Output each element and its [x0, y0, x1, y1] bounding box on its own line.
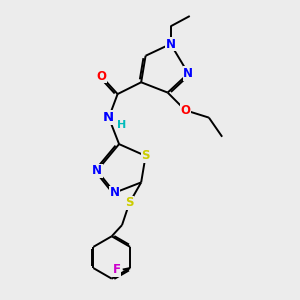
Text: O: O [96, 70, 106, 83]
Text: N: N [166, 38, 176, 50]
Text: N: N [92, 164, 102, 177]
Text: F: F [113, 263, 121, 276]
Text: S: S [141, 149, 150, 162]
Text: H: H [117, 120, 127, 130]
Text: N: N [110, 186, 120, 199]
Text: O: O [180, 104, 190, 117]
Text: N: N [103, 111, 114, 124]
Text: N: N [183, 67, 193, 80]
Text: S: S [125, 196, 134, 209]
